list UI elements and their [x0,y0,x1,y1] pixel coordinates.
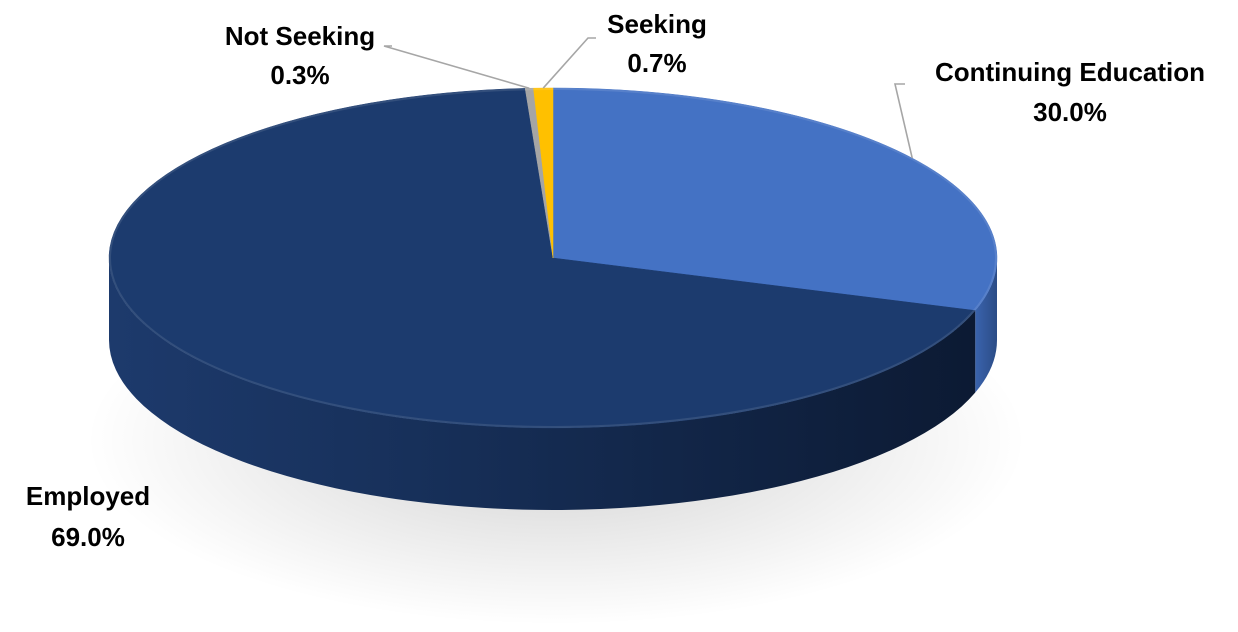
pie-tops [108,87,998,429]
slice-employed [108,88,976,429]
slice-continuing-education [552,87,998,311]
leader-line-not-seeking [383,45,530,90]
slice-side-continuing-education [975,258,997,393]
leader-line-seeking [542,37,596,89]
label-seeking-name: Seeking [607,9,707,39]
label-employed-value: 69.0% [51,522,125,552]
pie-sides [109,258,997,510]
label-continuing-education-name: Continuing Education [935,57,1205,87]
label-employed: Employed 69.0% [26,481,150,552]
leader-line-continuing-education [893,83,913,159]
leader-lines [383,37,913,159]
label-continuing-education-value: 30.0% [1033,97,1107,127]
label-seeking: Seeking 0.7% [607,9,707,78]
label-continuing-education: Continuing Education 30.0% [935,57,1205,127]
pie-rim-highlight [109,88,997,428]
label-seeking-value: 0.7% [627,48,686,78]
label-not-seeking-name: Not Seeking [225,21,375,51]
label-not-seeking-value: 0.3% [270,60,329,90]
slice-seeking [533,87,554,259]
slice-side-employed [109,258,976,510]
label-employed-name: Employed [26,481,150,511]
label-not-seeking: Not Seeking 0.3% [225,21,375,90]
